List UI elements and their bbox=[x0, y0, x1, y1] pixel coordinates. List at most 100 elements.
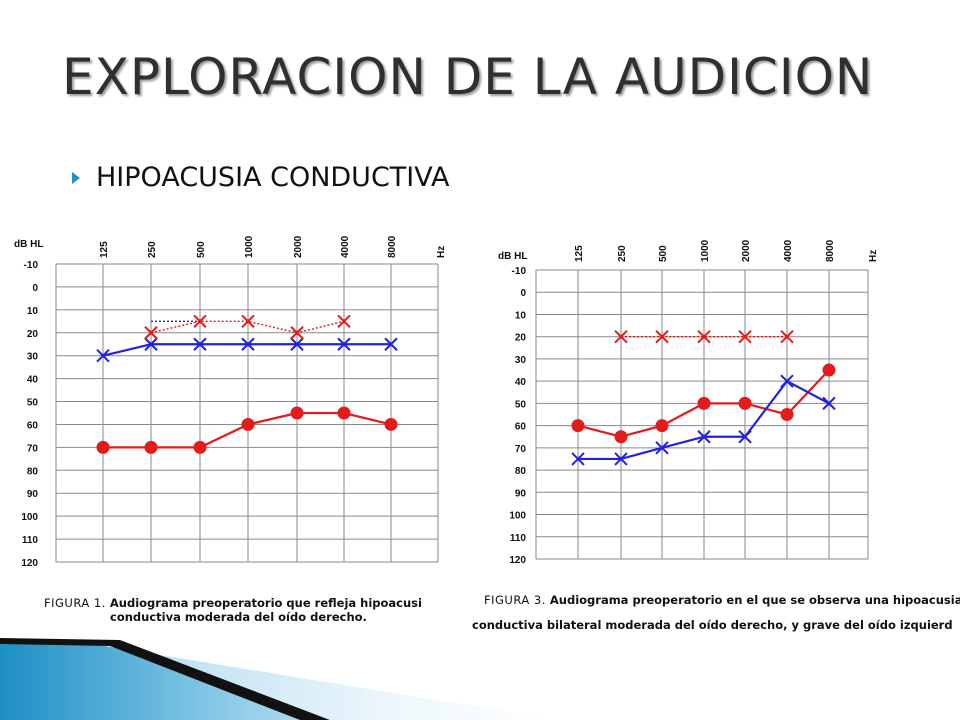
y-tick-label: 10 bbox=[515, 310, 527, 321]
figure-1-label: FIGURA 1. bbox=[44, 596, 106, 610]
x-marker bbox=[144, 337, 158, 351]
series-3 bbox=[614, 329, 794, 344]
y-unit-label: dB HL bbox=[14, 239, 43, 250]
x-marker bbox=[241, 337, 255, 351]
x-tick-label: 8000 bbox=[387, 235, 398, 258]
x-marker bbox=[193, 337, 207, 351]
circle-marker bbox=[337, 406, 351, 420]
circle-marker bbox=[193, 440, 207, 454]
x-tick-label: 4000 bbox=[783, 239, 794, 262]
y-tick-label: -10 bbox=[24, 260, 39, 271]
circle-marker bbox=[571, 419, 585, 433]
x-marker bbox=[241, 314, 255, 329]
bullet-text: HIPOACUSIA CONDUCTIVA bbox=[96, 162, 450, 193]
y-tick-label: 120 bbox=[509, 555, 526, 566]
x-marker bbox=[337, 314, 351, 329]
triangle-bullet-icon bbox=[72, 171, 80, 184]
x-marker bbox=[738, 329, 752, 344]
series-2 bbox=[96, 337, 398, 363]
x-tick-label: 250 bbox=[147, 241, 158, 258]
x-marker bbox=[144, 326, 158, 340]
y-tick-label: 90 bbox=[515, 488, 527, 499]
circle-marker bbox=[822, 363, 836, 377]
x-marker bbox=[697, 430, 711, 444]
circle-marker bbox=[697, 396, 711, 410]
figure-1-caption-line2: conductiva moderada del oído derecho. bbox=[110, 610, 367, 624]
y-tick-label: 40 bbox=[27, 375, 39, 386]
x-marker bbox=[290, 337, 304, 351]
figure-3-caption-line2-wrap: conductiva bilateral moderada del oído d… bbox=[472, 618, 953, 632]
series-2 bbox=[571, 374, 836, 466]
audiogram-1: -10 0 10 20 30 40 50 60 70 80 90 100 110 120 125 250 500… bbox=[14, 235, 447, 569]
series-line bbox=[150, 320, 345, 334]
x-marker bbox=[96, 348, 110, 363]
figure-1-caption: FIGURA 1. Audiograma preoperatorio que r… bbox=[44, 596, 422, 624]
y-tick-label: -10 bbox=[512, 266, 527, 277]
figure-3-caption-line2: conductiva bilateral moderada del oído d… bbox=[472, 618, 953, 632]
figure-3-caption: FIGURA 3. Audiograma preoperatorio en el… bbox=[484, 593, 960, 607]
y-tick-label: 30 bbox=[27, 352, 39, 363]
circle-marker bbox=[780, 408, 794, 421]
circle-marker bbox=[614, 430, 628, 444]
x-marker bbox=[655, 441, 669, 455]
x-marker bbox=[614, 329, 628, 344]
y-tick-label: 100 bbox=[509, 511, 526, 522]
x-tick-label: 500 bbox=[658, 245, 669, 262]
y-tick-label: 0 bbox=[520, 288, 526, 299]
x-tick-label: 1000 bbox=[244, 235, 255, 258]
circle-marker bbox=[96, 440, 110, 454]
y-tick-label: 100 bbox=[21, 512, 38, 523]
y-tick-label: 90 bbox=[27, 489, 39, 500]
x-marker bbox=[290, 326, 304, 340]
x-marker bbox=[738, 430, 752, 444]
x-marker bbox=[571, 452, 585, 466]
y-tick-label: 110 bbox=[22, 535, 39, 546]
x-tick-label: 2000 bbox=[741, 239, 752, 262]
slide-title: EXPLORACION DE LA AUDICION bbox=[62, 48, 874, 106]
y-tick-label: 40 bbox=[515, 377, 527, 388]
x-marker bbox=[697, 329, 711, 344]
y-tick-label: 80 bbox=[27, 466, 39, 477]
circle-marker bbox=[144, 440, 158, 454]
y-tick-label: 50 bbox=[27, 398, 39, 409]
circle-marker bbox=[241, 417, 255, 431]
figure-3-caption-line1: Audiograma preoperatorio en el que se ob… bbox=[549, 593, 960, 607]
y-tick-label: 70 bbox=[27, 443, 39, 454]
x-tick-label: 8000 bbox=[825, 239, 836, 262]
y-tick-label: 120 bbox=[21, 558, 38, 569]
footer-decoration bbox=[0, 638, 620, 720]
y-tick-label: 60 bbox=[515, 422, 527, 433]
series-1 bbox=[96, 406, 398, 454]
x-tick-label: 1000 bbox=[700, 239, 711, 262]
x-tick-label: 500 bbox=[196, 241, 207, 258]
y-tick-label: 10 bbox=[27, 306, 39, 317]
circle-marker bbox=[655, 419, 669, 433]
audiogram-2: -10 0 10 20 30 40 50 60 70 80 90 100 110 120 125 250 500… bbox=[498, 239, 879, 566]
x-tick-label: 2000 bbox=[293, 235, 304, 258]
y-tick-label: 70 bbox=[515, 444, 527, 455]
x-marker bbox=[384, 337, 398, 351]
circle-marker bbox=[738, 396, 752, 410]
bullet-item: HIPOACUSIA CONDUCTIVA bbox=[72, 162, 449, 193]
x-tick-label: 4000 bbox=[340, 235, 351, 258]
x-tick-label: 250 bbox=[617, 245, 628, 262]
y-tick-label: 80 bbox=[515, 466, 527, 477]
y-tick-label: 30 bbox=[515, 355, 527, 366]
x-unit-label: Hz bbox=[436, 246, 447, 258]
y-tick-label: 20 bbox=[27, 329, 39, 340]
x-marker bbox=[780, 329, 794, 344]
x-tick-label: 125 bbox=[574, 245, 585, 262]
figure-3-label: FIGURA 3. bbox=[484, 593, 546, 607]
y-tick-label: 0 bbox=[32, 283, 38, 294]
figure-1-caption-line1: Audiograma preoperatorio que refleja hip… bbox=[109, 596, 422, 610]
x-tick-label: 125 bbox=[99, 241, 110, 258]
x-marker bbox=[780, 374, 794, 388]
x-marker bbox=[822, 396, 836, 411]
y-tick-label: 50 bbox=[515, 399, 527, 410]
y-tick-label: 20 bbox=[515, 333, 527, 344]
y-tick-label: 60 bbox=[27, 420, 39, 431]
x-marker bbox=[614, 452, 628, 466]
y-tick-label: 110 bbox=[510, 533, 527, 544]
circle-marker bbox=[290, 406, 304, 420]
